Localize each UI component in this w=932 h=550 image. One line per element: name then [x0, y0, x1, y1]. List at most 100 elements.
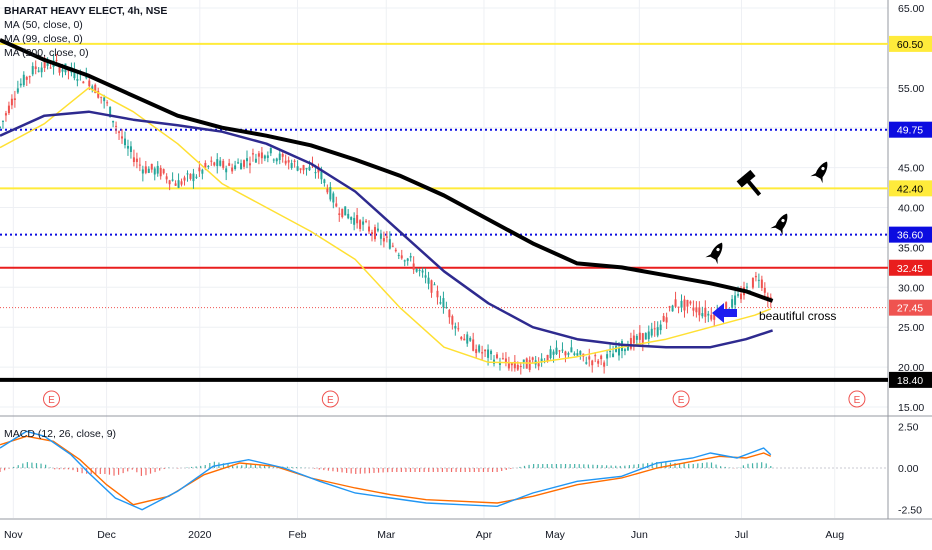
- level-price-tag-bg: [889, 121, 932, 138]
- candle-body: [656, 327, 659, 336]
- price-axis-tick: 15.00: [898, 402, 924, 414]
- candle-body: [82, 81, 85, 84]
- candle-body: [519, 365, 522, 367]
- level-price-tag-bg: [889, 371, 932, 388]
- candle-body: [10, 98, 13, 106]
- candle-body: [40, 67, 43, 73]
- candle-body: [704, 307, 707, 317]
- candle-body: [118, 131, 121, 133]
- candle-body: [463, 338, 466, 341]
- candle-body: [210, 160, 213, 162]
- candle-body: [659, 324, 662, 331]
- candle-body: [516, 364, 519, 370]
- candle-body: [385, 236, 388, 238]
- candle-body: [394, 249, 397, 252]
- candle-body: [498, 362, 501, 365]
- candle-body: [341, 208, 344, 218]
- candle-body: [445, 307, 448, 309]
- candle-body: [454, 326, 457, 329]
- candle-body: [368, 226, 371, 232]
- candle-body: [683, 299, 686, 311]
- earnings-marker-label: E: [48, 395, 55, 406]
- price-axis-tick: 65.00: [898, 3, 924, 15]
- macd-signal-line: [0, 435, 772, 506]
- candle-body: [121, 136, 124, 139]
- level-price-tag-bg: [889, 259, 932, 276]
- candle-body: [570, 347, 573, 353]
- candle-body: [94, 84, 97, 94]
- candle-body: [760, 279, 763, 289]
- candle-body: [707, 313, 710, 316]
- candle-body: [356, 215, 359, 224]
- candle-body: [31, 66, 34, 75]
- candle-body: [591, 360, 594, 366]
- macd-title: MACD (12, 26, close, 9): [4, 428, 117, 440]
- candle-body: [695, 307, 698, 313]
- rocket-body: [710, 242, 723, 260]
- candle-body: [150, 163, 153, 170]
- candle-body: [540, 358, 543, 363]
- candle-body: [677, 306, 680, 308]
- candle-body: [731, 299, 734, 308]
- candle-body: [338, 213, 341, 215]
- candle-body: [549, 349, 552, 359]
- price-axis-tick: 20.00: [898, 362, 924, 374]
- candle-body: [177, 180, 180, 188]
- candle-body: [186, 173, 189, 175]
- candle-body: [329, 187, 332, 200]
- candle-body: [347, 213, 350, 219]
- candle-body: [623, 349, 626, 352]
- candle-body: [314, 172, 317, 174]
- candle-body: [156, 165, 159, 174]
- candle-body: [344, 206, 347, 216]
- candle-body: [597, 360, 600, 364]
- candle-body: [302, 165, 305, 171]
- candle-body: [180, 181, 183, 185]
- candle-body: [371, 232, 373, 234]
- candle-body: [662, 315, 665, 322]
- candle-body: [248, 163, 251, 166]
- rocket-fins: [705, 253, 718, 265]
- candle-body: [353, 217, 356, 225]
- candle-body: [561, 349, 564, 351]
- candle-body: [478, 345, 481, 352]
- level-price-tag: 27.45: [889, 299, 932, 316]
- level-price-tag-bg: [889, 299, 932, 316]
- candle-body: [293, 160, 296, 162]
- level-price-tag-label: 49.75: [897, 125, 923, 137]
- level-price-tag: 36.60: [889, 226, 932, 243]
- rocket-body: [815, 161, 828, 179]
- candle-body: [373, 227, 376, 240]
- candle-body: [507, 363, 510, 369]
- ma-line-ma50: [0, 87, 772, 364]
- candle-body: [100, 96, 103, 98]
- price-axis-tick: 25.00: [898, 322, 924, 334]
- candle-body: [585, 362, 588, 364]
- candle-body: [609, 350, 612, 352]
- candle-body: [192, 173, 195, 182]
- price-axis-tick: 35.00: [898, 242, 924, 254]
- ma-line-ma99: [0, 110, 773, 349]
- time-axis-tick: Jul: [735, 529, 748, 541]
- candle-body: [635, 335, 638, 340]
- candle-body: [287, 160, 290, 163]
- candle-body: [412, 263, 415, 270]
- macd-line: [0, 430, 772, 511]
- candle-body: [19, 83, 22, 86]
- candle-body: [204, 162, 207, 168]
- candle-body: [275, 158, 278, 162]
- legend-ma200: MA (200, close, 0): [4, 47, 89, 59]
- candle-body: [16, 88, 19, 93]
- level-price-tag-label: 27.45: [897, 303, 923, 315]
- candle-body: [653, 328, 656, 330]
- candle-body: [460, 336, 463, 340]
- candle-body: [487, 349, 490, 358]
- candle-body: [284, 160, 287, 164]
- earnings-marker: E: [321, 390, 339, 408]
- candle-body: [308, 166, 311, 171]
- candle-body: [91, 86, 94, 91]
- candle-body: [427, 277, 430, 284]
- rocket-icon: [705, 242, 723, 265]
- candle-body: [144, 166, 147, 173]
- time-axis-tick: Mar: [377, 529, 396, 541]
